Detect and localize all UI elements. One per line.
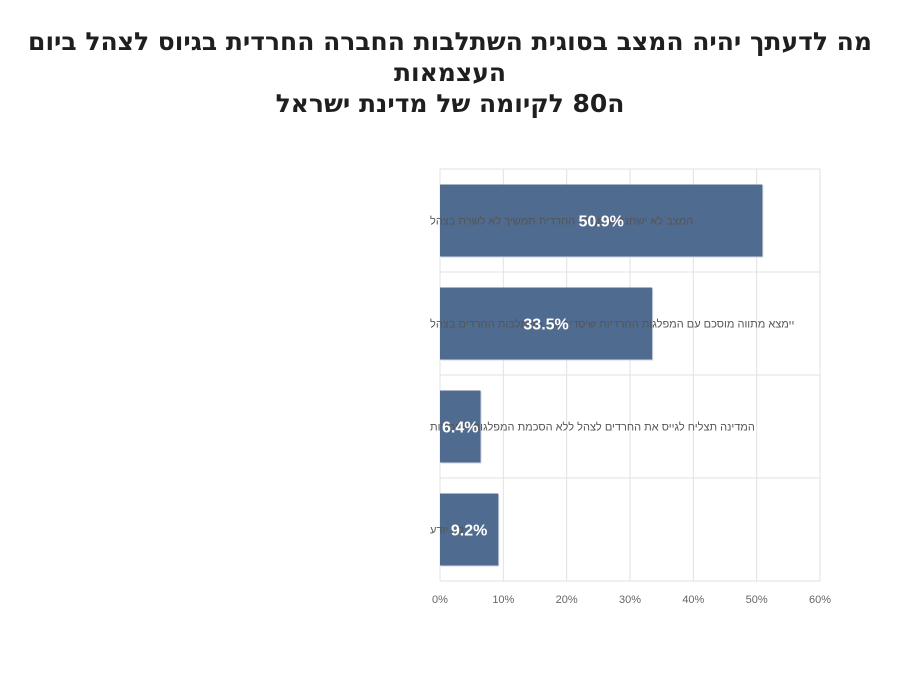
bar (440, 184, 763, 257)
x-axis-ticks: 0% 10% 20% 30% 40% 50% 60% (432, 594, 831, 606)
chart-title: מה לדעתך יהיה המצב בסוגית השתלבות החברה … (20, 26, 880, 119)
x-tick-label: 50% (746, 594, 768, 606)
bar-value-label: 33.5% (523, 317, 568, 334)
category-labels: המצב לא ישתנה והחברה החרדית תמשיך לא לשר… (430, 215, 794, 537)
category-label: המדינה תצליח לגייס את החרדים לצהל ללא הס… (430, 421, 755, 434)
category-label: המצב לא ישתנה והחברה החרדית תמשיך לא לשר… (430, 215, 693, 228)
bar-value-label: 9.2% (451, 523, 487, 540)
data-labels: 50.9% 33.5% 6.4% 9.2% (442, 214, 624, 540)
x-tick-label: 20% (556, 594, 578, 606)
x-tick-label: 10% (492, 594, 514, 606)
x-tick-label: 40% (682, 594, 704, 606)
bar (440, 287, 653, 360)
bar-value-label: 6.4% (442, 420, 478, 437)
x-tick-label: 30% (619, 594, 641, 606)
bar (440, 493, 499, 566)
chart-title-line-2: ה80 לקיומה של מדינת ישראל (275, 89, 625, 118)
bar (440, 390, 481, 463)
bar-value-label: 50.9% (578, 214, 623, 231)
x-tick-label: 60% (809, 594, 831, 606)
bars (440, 184, 764, 567)
category-label: יימצא מתווה מוסכם עם המפלגות החרדיות שיס… (430, 318, 794, 331)
category-label: לא יודע (430, 524, 464, 537)
x-tick-label: 0% (432, 594, 448, 606)
chart-title-line-1: מה לדעתך יהיה המצב בסוגית השתלבות החברה … (28, 27, 872, 87)
